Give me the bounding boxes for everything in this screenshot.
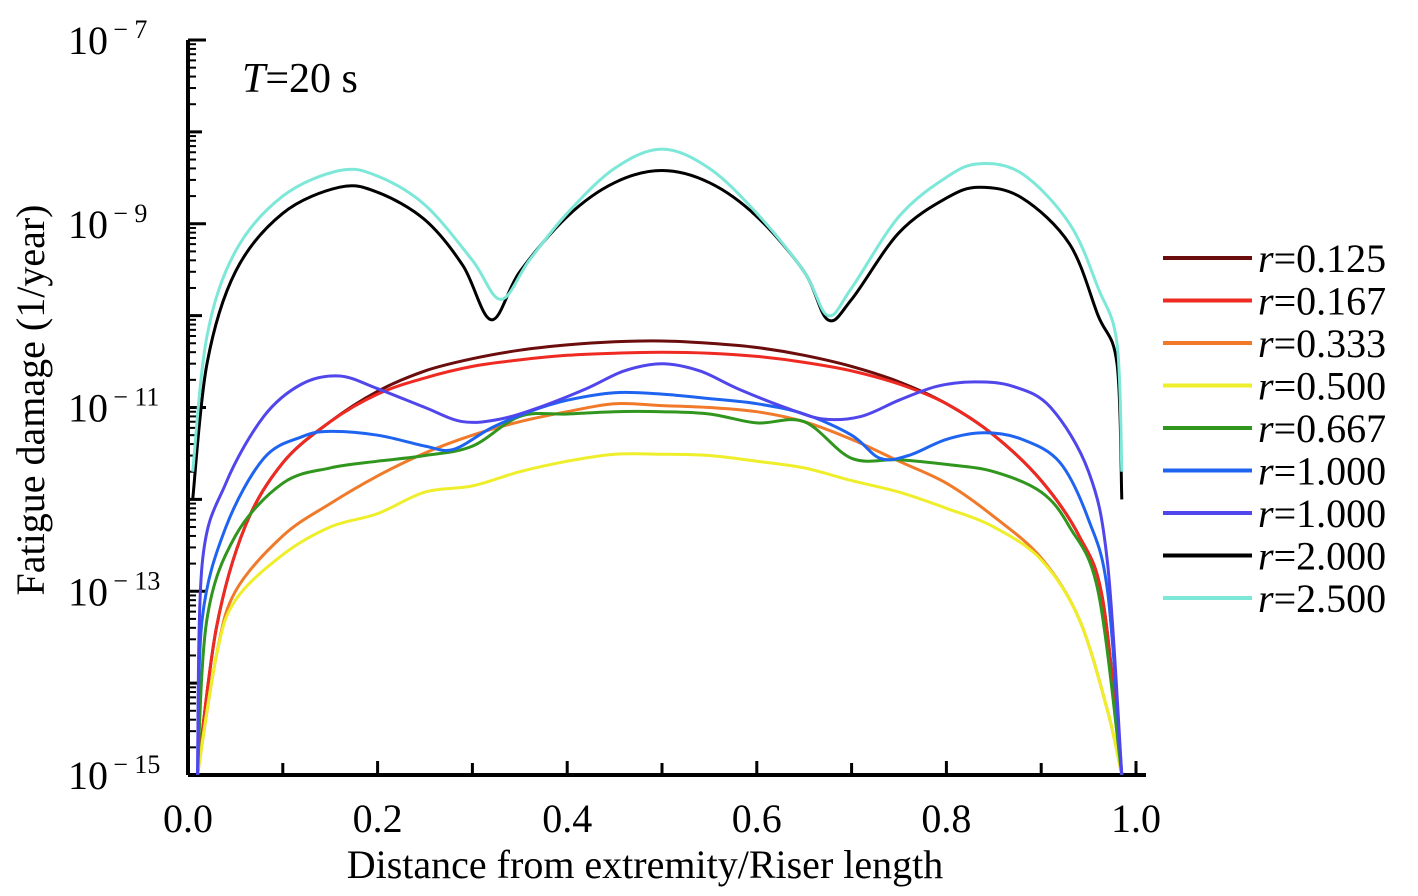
x-tick-label: 1.0 bbox=[1111, 796, 1161, 841]
legend-symbol: r bbox=[1258, 449, 1274, 494]
legend-symbol: r bbox=[1258, 321, 1274, 366]
y-tick-base: 10 bbox=[68, 202, 108, 247]
legend-value: =0.125 bbox=[1274, 236, 1387, 281]
legend-label-1: r=0.167 bbox=[1258, 279, 1386, 324]
y-tick-exponent: − 13 bbox=[108, 566, 160, 595]
legend-symbol: r bbox=[1258, 406, 1274, 451]
legend-label-7: r=2.000 bbox=[1258, 534, 1386, 579]
x-tick-label: 0.4 bbox=[542, 796, 592, 841]
series-line-7 bbox=[191, 169, 1124, 500]
x-tick-label: 0.8 bbox=[921, 796, 971, 841]
legend-value: =0.500 bbox=[1274, 364, 1387, 409]
legend-value: =0.167 bbox=[1274, 279, 1387, 324]
series-line-3 bbox=[196, 452, 1124, 775]
legend-label-2: r=0.333 bbox=[1258, 321, 1386, 366]
y-tick-base: 10 bbox=[68, 569, 108, 614]
legend-symbol: r bbox=[1258, 236, 1274, 281]
legend-label-6: r=1.000 bbox=[1258, 491, 1386, 536]
y-tick-exponent: − 15 bbox=[108, 750, 160, 779]
series-line-2 bbox=[196, 401, 1124, 775]
x-axis-title: Distance from extremity/Riser length bbox=[347, 842, 944, 887]
annotation-symbol: T bbox=[242, 56, 268, 102]
y-tick-label: 10 − 9 bbox=[68, 199, 147, 247]
legend-value: =2.500 bbox=[1274, 576, 1387, 621]
legend: r=0.125r=0.167r=0.333r=0.500r=0.667r=1.0… bbox=[1163, 236, 1386, 621]
series-lines bbox=[191, 147, 1124, 775]
y-tick-base: 10 bbox=[68, 386, 108, 431]
legend-symbol: r bbox=[1258, 279, 1274, 324]
series-line-4 bbox=[196, 409, 1124, 775]
x-tick-label: 0.2 bbox=[353, 796, 403, 841]
legend-label-8: r=2.500 bbox=[1258, 576, 1386, 621]
y-tick-label: 10 − 13 bbox=[68, 566, 160, 614]
y-tick-label: 10 − 7 bbox=[68, 15, 147, 63]
legend-label-5: r=1.000 bbox=[1258, 449, 1386, 494]
annotation-value: =20 s bbox=[265, 56, 358, 102]
y-tick-label: 10 − 15 bbox=[68, 750, 160, 798]
tick-labels: 0.0 0.2 0.4 0.6 0.8 1.010 − 710 − 910 − 1110 … bbox=[68, 15, 1161, 841]
x-tick-label: 0.6 bbox=[732, 796, 782, 841]
x-tick-label: 0.0 bbox=[163, 796, 213, 841]
legend-value: =0.333 bbox=[1274, 321, 1387, 366]
legend-label-0: r=0.125 bbox=[1258, 236, 1386, 281]
y-tick-exponent: − 9 bbox=[108, 199, 147, 228]
y-tick-exponent: − 7 bbox=[108, 15, 147, 44]
legend-label-4: r=0.667 bbox=[1258, 406, 1386, 451]
series-line-8 bbox=[191, 147, 1124, 472]
series-line-1 bbox=[196, 350, 1124, 775]
y-axis-title: Fatigue damage (1/year) bbox=[8, 205, 53, 596]
series-line-5 bbox=[196, 390, 1124, 775]
legend-symbol: r bbox=[1258, 576, 1274, 621]
legend-value: =1.000 bbox=[1274, 449, 1387, 494]
legend-value: =1.000 bbox=[1274, 491, 1387, 536]
legend-symbol: r bbox=[1258, 364, 1274, 409]
legend-symbol: r bbox=[1258, 534, 1274, 579]
legend-value: =0.667 bbox=[1274, 406, 1387, 451]
series-line-6 bbox=[196, 362, 1124, 775]
y-tick-exponent: − 11 bbox=[108, 383, 159, 412]
legend-label-3: r=0.500 bbox=[1258, 364, 1386, 409]
y-tick-base: 10 bbox=[68, 753, 108, 798]
y-tick-label: 10 − 11 bbox=[68, 383, 159, 431]
period-annotation: T=20 s bbox=[242, 56, 358, 102]
y-tick-base: 10 bbox=[68, 18, 108, 63]
legend-value: =2.000 bbox=[1274, 534, 1387, 579]
legend-symbol: r bbox=[1258, 491, 1274, 536]
